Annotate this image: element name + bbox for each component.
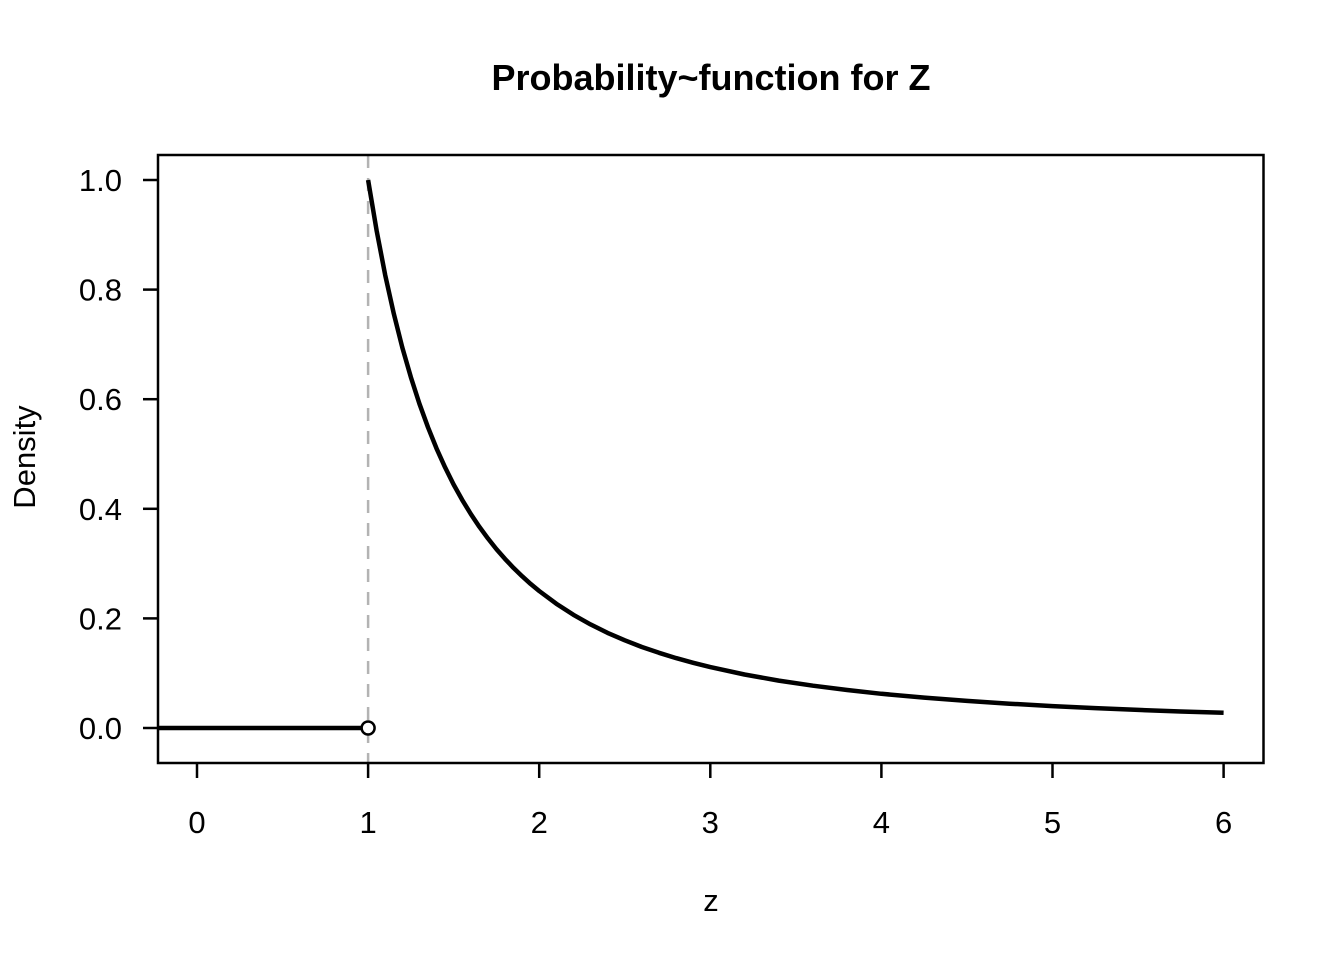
y-axis-label: Density <box>7 405 42 509</box>
y-tick-label: 1.0 <box>79 163 122 198</box>
x-tick-label: 4 <box>873 805 890 840</box>
x-tick-label: 6 <box>1215 805 1232 840</box>
x-tick-label: 0 <box>188 805 205 840</box>
density-curve <box>365 179 1224 716</box>
y-tick-label: 0.0 <box>79 711 122 746</box>
y-tick-label: 0.4 <box>79 492 122 527</box>
x-tick-label: 1 <box>359 805 376 840</box>
y-tick-label: 0.8 <box>79 273 122 308</box>
x-tick-label: 3 <box>702 805 719 840</box>
x-tick-label: 2 <box>531 805 548 840</box>
open-circle-point <box>360 720 376 736</box>
y-tick-label: 0.2 <box>79 601 122 636</box>
x-axis-label: z <box>703 883 719 918</box>
y-tick-label: 0.6 <box>79 382 122 417</box>
x-tick-label: 5 <box>1044 805 1061 840</box>
plot-title: Probability~function for Z <box>491 57 931 98</box>
plot-box <box>156 153 1265 765</box>
